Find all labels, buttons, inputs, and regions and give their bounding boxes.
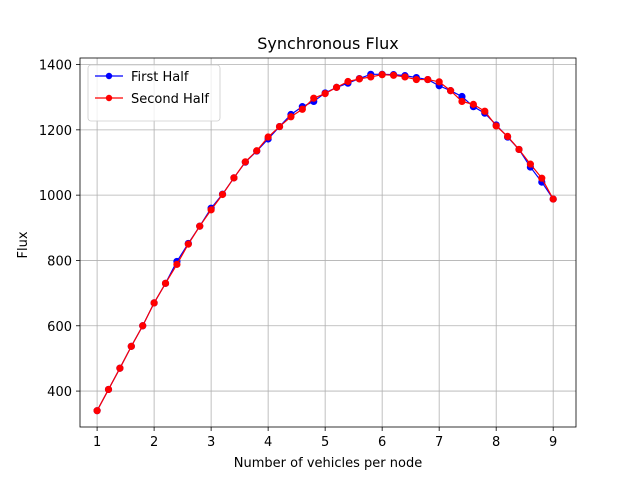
x-tick-label: 4 bbox=[264, 435, 272, 450]
x-axis: 1 2 3 4 5 6 7 8 9 bbox=[93, 427, 557, 450]
data-point-second-half bbox=[503, 132, 512, 140]
data-point-second-half bbox=[287, 113, 295, 121]
data-point-second-half bbox=[150, 299, 158, 307]
data-point-second-half bbox=[492, 122, 500, 130]
y-tick-label: 800 bbox=[47, 254, 72, 269]
data-point-second-half bbox=[526, 160, 534, 168]
data-point-second-half bbox=[481, 107, 489, 115]
y-tick-label: 1000 bbox=[39, 189, 72, 204]
data-point-second-half bbox=[104, 385, 113, 394]
x-tick-label: 6 bbox=[378, 435, 386, 450]
data-point-second-half bbox=[549, 195, 557, 203]
data-point-second-half bbox=[161, 279, 170, 287]
legend: First Half Second Half bbox=[87, 64, 221, 122]
legend-item: Second Half bbox=[95, 92, 209, 107]
data-point-second-half bbox=[469, 100, 477, 108]
data-point-second-half bbox=[321, 89, 329, 98]
data-point-second-half bbox=[355, 75, 363, 83]
data-point-second-half bbox=[196, 222, 204, 230]
x-tick-label: 2 bbox=[150, 435, 158, 450]
y-tick-label: 400 bbox=[47, 385, 72, 400]
y-tick-label: 600 bbox=[47, 320, 72, 335]
data-point-second-half bbox=[389, 71, 398, 79]
x-axis-label: Number of vehicles per node bbox=[234, 456, 422, 471]
legend-swatch-marker bbox=[105, 72, 113, 80]
x-tick-label: 9 bbox=[549, 435, 557, 450]
x-tick-label: 7 bbox=[435, 435, 443, 450]
series-second-half bbox=[93, 71, 557, 415]
data-point-second-half bbox=[367, 73, 375, 81]
data-point-second-half bbox=[412, 75, 420, 84]
x-tick-label: 5 bbox=[321, 435, 329, 450]
legend-box bbox=[87, 64, 221, 122]
data-point-second-half bbox=[127, 342, 135, 350]
data-point-second-half bbox=[378, 71, 386, 79]
legend-label: Second Half bbox=[131, 92, 209, 107]
data-point-second-half bbox=[275, 122, 284, 131]
data-point-second-half bbox=[515, 145, 523, 154]
plot-series bbox=[93, 70, 557, 415]
plot-frame bbox=[79, 57, 577, 428]
data-point-second-half bbox=[139, 322, 147, 330]
data-point-second-half bbox=[218, 190, 227, 199]
legend-swatch-marker bbox=[105, 94, 113, 102]
data-point-second-half bbox=[93, 407, 101, 415]
data-point-second-half bbox=[458, 97, 466, 106]
data-point-second-half bbox=[173, 260, 181, 268]
y-tick-label: 1200 bbox=[39, 124, 72, 139]
legend-item: First Half bbox=[95, 70, 189, 85]
data-point-second-half bbox=[241, 158, 249, 166]
data-point-second-half bbox=[446, 87, 455, 95]
data-point-second-half bbox=[207, 206, 215, 214]
legend-label: First Half bbox=[131, 70, 189, 85]
data-point-second-half bbox=[435, 78, 443, 86]
data-point-second-half bbox=[264, 133, 272, 141]
data-point-second-half bbox=[332, 83, 341, 91]
data-point-second-half bbox=[116, 364, 124, 372]
x-tick-label: 1 bbox=[93, 435, 101, 450]
x-tick-label: 3 bbox=[207, 435, 215, 450]
y-axis: 400 600 800 1000 1200 1400 bbox=[39, 59, 80, 400]
data-point-second-half bbox=[344, 77, 352, 86]
chart-title: Synchronous Flux bbox=[257, 34, 398, 53]
data-point-second-half bbox=[424, 75, 432, 84]
x-tick-label: 8 bbox=[492, 435, 500, 450]
data-point-second-half bbox=[310, 94, 318, 102]
data-point-second-half bbox=[184, 240, 192, 248]
y-tick-label: 1400 bbox=[39, 59, 72, 74]
data-point-second-half bbox=[401, 73, 409, 81]
data-point-second-half bbox=[230, 174, 238, 182]
data-point-second-half bbox=[253, 147, 261, 155]
y-axis-label: Flux bbox=[16, 231, 31, 258]
data-point-second-half bbox=[538, 174, 546, 182]
data-point-second-half bbox=[298, 105, 306, 113]
